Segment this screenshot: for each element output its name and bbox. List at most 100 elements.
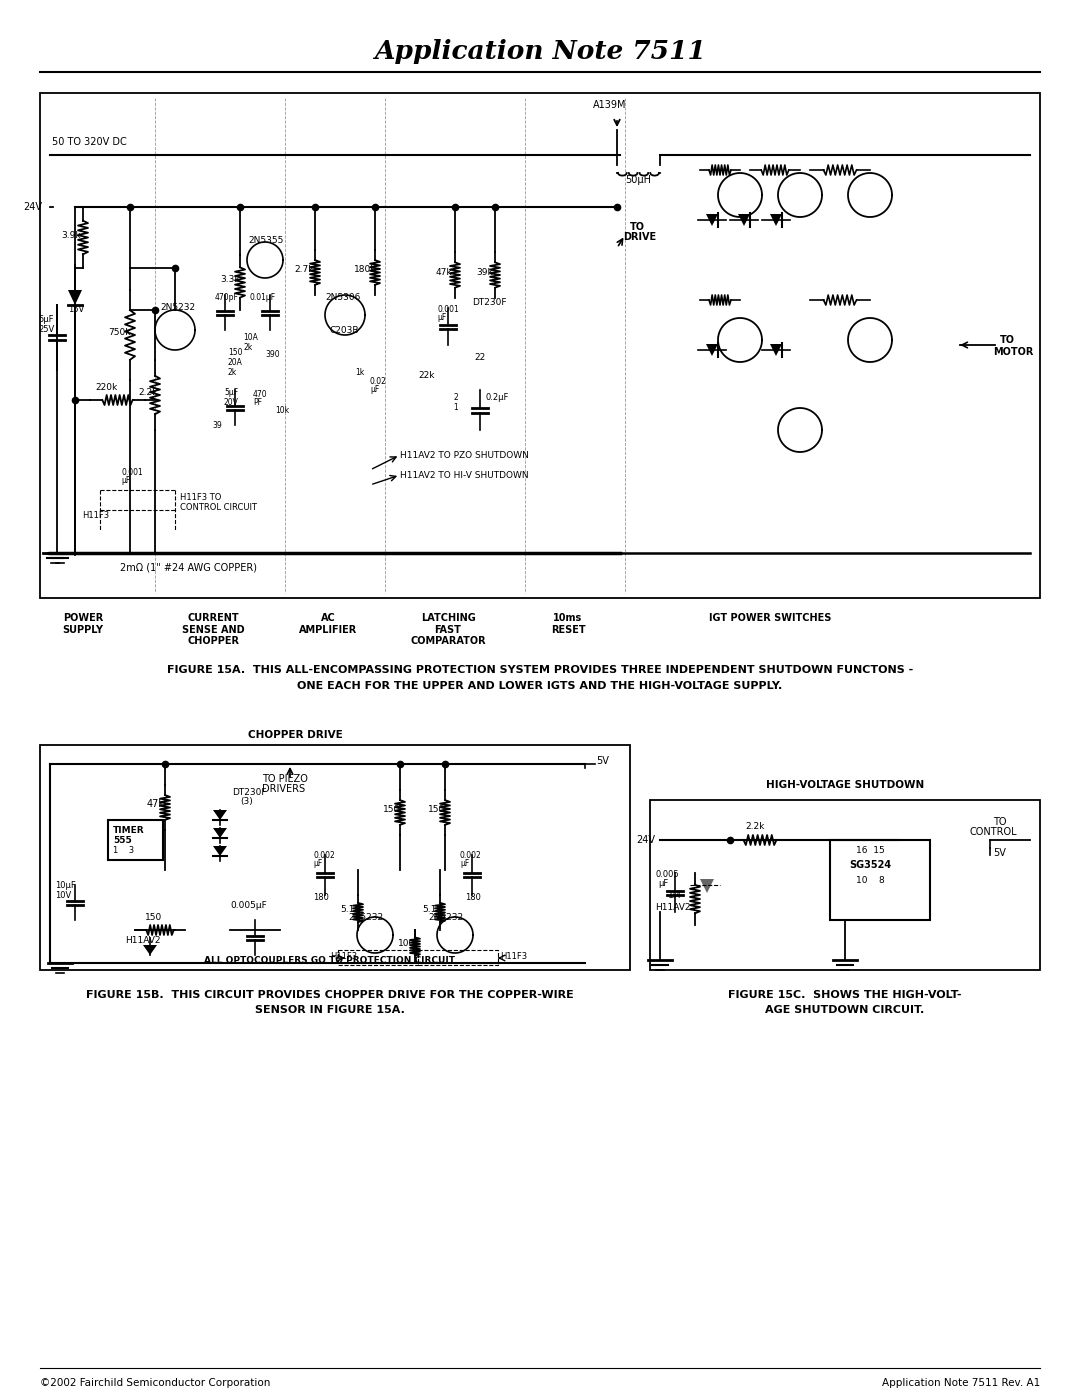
Text: 150: 150 [228, 348, 243, 358]
Text: FIGURE 15B.  THIS CIRCUIT PROVIDES CHOPPER DRIVE FOR THE COPPER-WIRE: FIGURE 15B. THIS CIRCUIT PROVIDES CHOPPE… [86, 990, 573, 1000]
Text: 0.002: 0.002 [313, 851, 335, 861]
Text: 5μF: 5μF [224, 388, 238, 397]
Text: H11AV2 TO HI-V SHUTDOWN: H11AV2 TO HI-V SHUTDOWN [400, 471, 528, 481]
Text: 0.001: 0.001 [437, 305, 459, 314]
Text: μF: μF [437, 313, 446, 321]
Text: POWER
SUPPLY: POWER SUPPLY [63, 613, 104, 634]
Text: 180k: 180k [354, 265, 377, 274]
Polygon shape [706, 344, 718, 356]
Text: 2N5232: 2N5232 [160, 303, 195, 312]
Text: CONTROL: CONTROL [969, 827, 1016, 837]
Text: 47k: 47k [436, 268, 453, 277]
Text: 150: 150 [428, 805, 445, 814]
Text: ©2002 Fairchild Semiconductor Corporation: ©2002 Fairchild Semiconductor Corporatio… [40, 1377, 270, 1389]
Text: CHOPPER DRIVE: CHOPPER DRIVE [247, 731, 342, 740]
Text: μF: μF [370, 386, 379, 394]
Bar [338, 950, 418, 965]
Text: 2k: 2k [228, 367, 238, 377]
Text: 25V: 25V [38, 326, 54, 334]
Text: DRIVERS: DRIVERS [262, 784, 306, 793]
Text: 180: 180 [313, 893, 329, 902]
Text: 0.01μF: 0.01μF [249, 293, 276, 302]
Text: 1: 1 [453, 402, 458, 412]
Text: 1k: 1k [355, 367, 364, 377]
Text: μF: μF [658, 879, 669, 888]
Text: H11F3: H11F3 [500, 951, 527, 961]
Text: TO: TO [1000, 335, 1015, 345]
Bar [418, 950, 498, 965]
Text: 0.002: 0.002 [460, 851, 482, 861]
Text: 2k: 2k [243, 344, 253, 352]
Text: H11AV2 TO PZO SHUTDOWN: H11AV2 TO PZO SHUTDOWN [400, 451, 529, 460]
Text: 2N5306: 2N5306 [325, 293, 361, 302]
Text: 2.2k: 2.2k [745, 821, 765, 831]
Text: H11F3: H11F3 [330, 951, 357, 961]
Text: SENSOR IN FIGURE 15A.: SENSOR IN FIGURE 15A. [255, 1004, 405, 1016]
Text: 220k: 220k [95, 383, 118, 393]
Text: (3): (3) [240, 798, 253, 806]
Text: 1M: 1M [669, 891, 681, 900]
Text: 100: 100 [399, 939, 415, 949]
Text: TO: TO [994, 817, 1007, 827]
Text: 0.005μF: 0.005μF [230, 901, 267, 909]
Bar [650, 800, 1040, 970]
Text: 39k: 39k [476, 268, 492, 277]
Text: 2.2k: 2.2k [138, 388, 158, 397]
Text: H11F3 TO: H11F3 TO [180, 493, 221, 502]
Text: FIGURE 15C.  SHOWS THE HIGH-VOLT-: FIGURE 15C. SHOWS THE HIGH-VOLT- [728, 990, 962, 1000]
Text: 16  15: 16 15 [855, 847, 885, 855]
Text: 555: 555 [113, 835, 132, 845]
Text: 24V: 24V [23, 203, 42, 212]
Text: 750k: 750k [108, 328, 131, 337]
Text: 2: 2 [453, 393, 458, 402]
Text: 50 TO 320V DC: 50 TO 320V DC [52, 137, 126, 147]
Polygon shape [770, 344, 782, 356]
Text: 5V: 5V [993, 848, 1005, 858]
Text: 2.7k: 2.7k [294, 265, 313, 274]
Bar [40, 94, 1040, 598]
Text: 150: 150 [383, 805, 401, 814]
Text: H11AV2: H11AV2 [125, 936, 161, 944]
Text: μF: μF [313, 859, 322, 868]
Text: FIGURE 15A.  THIS ALL-ENCOMPASSING PROTECTION SYSTEM PROVIDES THREE INDEPENDENT : FIGURE 15A. THIS ALL-ENCOMPASSING PROTEC… [167, 665, 913, 675]
Text: 10μF: 10μF [55, 882, 76, 890]
Polygon shape [706, 214, 718, 226]
Text: 0.005: 0.005 [654, 870, 678, 879]
Text: 47k: 47k [147, 799, 165, 809]
Text: 20A: 20A [228, 358, 243, 367]
Polygon shape [738, 214, 750, 226]
Text: 22: 22 [474, 353, 485, 362]
Text: H11AV2: H11AV2 [654, 902, 690, 912]
Polygon shape [213, 810, 227, 820]
Text: DT230F: DT230F [232, 788, 267, 798]
Text: HIGH-VOLTAGE SHUTDOWN: HIGH-VOLTAGE SHUTDOWN [766, 780, 924, 789]
Text: 180: 180 [465, 893, 481, 902]
Bar [108, 820, 163, 861]
Polygon shape [68, 291, 82, 305]
Text: 0.001: 0.001 [121, 468, 143, 476]
Text: AGE SHUTDOWN CIRCUIT.: AGE SHUTDOWN CIRCUIT. [766, 1004, 924, 1016]
Text: 5.1k: 5.1k [422, 905, 442, 914]
Text: 150: 150 [145, 914, 162, 922]
Polygon shape [213, 828, 227, 838]
Text: MOTOR: MOTOR [993, 346, 1034, 358]
Text: 22k: 22k [418, 372, 434, 380]
Text: 3.3k: 3.3k [220, 275, 240, 284]
Text: TO PIEZO: TO PIEZO [262, 774, 308, 784]
Text: 0.2μF: 0.2μF [485, 393, 509, 402]
Text: A139M: A139M [593, 101, 626, 110]
Text: 10ms
RESET: 10ms RESET [551, 613, 585, 634]
Polygon shape [213, 847, 227, 856]
Text: 10V: 10V [55, 891, 71, 900]
Text: Application Note 7511: Application Note 7511 [374, 39, 706, 64]
Text: CONTROL CIRCUIT: CONTROL CIRCUIT [180, 503, 257, 511]
Text: 470pF: 470pF [215, 293, 239, 302]
Polygon shape [700, 879, 714, 893]
Text: ONE EACH FOR THE UPPER AND LOWER IGTS AND THE HIGH-VOLTAGE SUPPLY.: ONE EACH FOR THE UPPER AND LOWER IGTS AN… [297, 680, 783, 692]
Text: 24V: 24V [636, 835, 654, 845]
Text: 470: 470 [253, 390, 268, 400]
Text: SG3524: SG3524 [849, 861, 891, 870]
Text: CURRENT
SENSE AND
CHOPPER: CURRENT SENSE AND CHOPPER [181, 613, 244, 647]
Text: DRIVE: DRIVE [623, 232, 657, 242]
Bar [831, 840, 930, 921]
